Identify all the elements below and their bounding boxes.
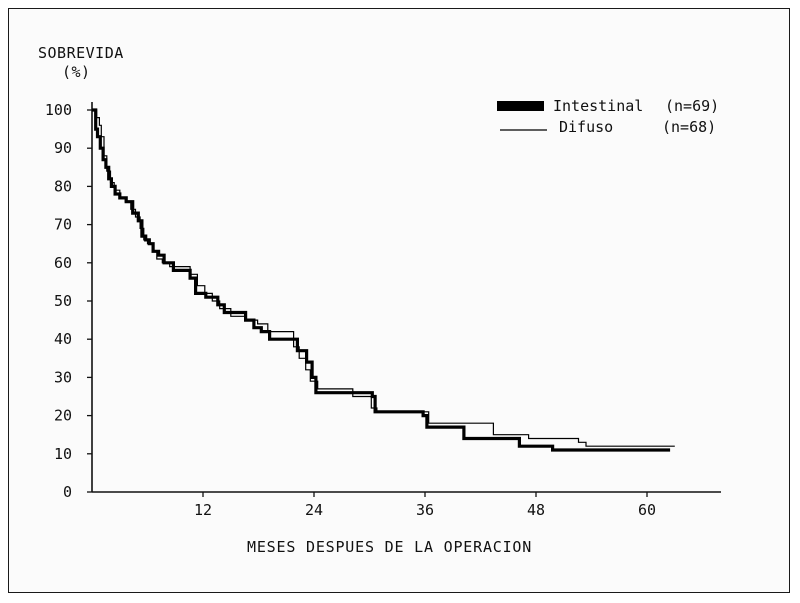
y-tick-label: 40 xyxy=(54,330,72,348)
x-tick-label: 48 xyxy=(527,501,545,519)
axes xyxy=(91,102,721,493)
y-tick-label: 90 xyxy=(54,139,72,157)
y-tick-label: 80 xyxy=(54,177,72,195)
series-line-difuso xyxy=(92,109,675,447)
y-tick-label: 10 xyxy=(54,445,72,463)
x-axis-title: MESES DESPUES DE LA OPERACION xyxy=(247,538,533,556)
series-line-intestinal xyxy=(92,108,671,452)
y-tick-label: 70 xyxy=(54,216,72,234)
y-axis-title-line1: SOBREVIDA xyxy=(38,44,124,62)
y-tick-label: 20 xyxy=(54,407,72,425)
y-tick-label: 60 xyxy=(54,254,72,272)
y-tick-label: 30 xyxy=(54,368,72,386)
x-tick-label: 12 xyxy=(194,501,212,519)
legend-n-difuso: (n=68) xyxy=(662,118,717,136)
figure-frame xyxy=(8,8,790,593)
y-tick-label: 0 xyxy=(63,483,72,501)
y-tick-label: 100 xyxy=(45,101,72,119)
x-tick-label: 60 xyxy=(638,501,656,519)
ticks: 0 10 20 30 40 50 60 70 80 90 100 12 24 36 48 60 xyxy=(45,101,656,519)
y-tick-label: 50 xyxy=(54,292,72,310)
legend-swatch-intestinal xyxy=(497,101,544,111)
legend-label-difuso: Difuso xyxy=(559,118,614,136)
legend-label-intestinal: Intestinal xyxy=(553,97,644,115)
x-tick-label: 36 xyxy=(416,501,434,519)
legend-swatches xyxy=(497,101,547,131)
series-group xyxy=(92,108,675,452)
x-tick-label: 24 xyxy=(305,501,323,519)
legend-n-intestinal: (n=69) xyxy=(665,97,720,115)
y-axis-title-line2: (%) xyxy=(62,63,91,81)
